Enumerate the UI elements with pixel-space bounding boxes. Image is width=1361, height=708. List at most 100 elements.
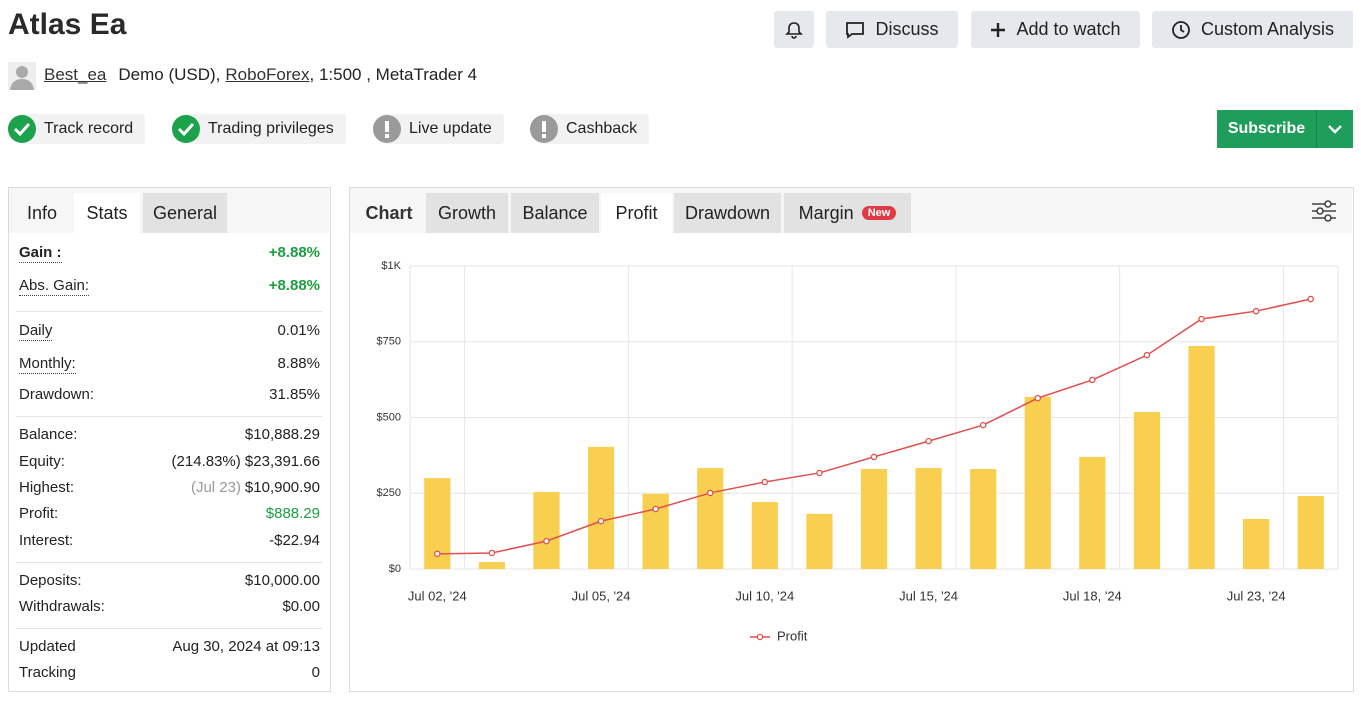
bar [1297, 495, 1324, 569]
stat-value: $10,000.00 [244, 572, 320, 589]
y-tick-label: $750 [377, 336, 401, 348]
tab[interactable]: Growth [426, 193, 508, 233]
tab-active[interactable]: Profit [601, 193, 672, 233]
y-tick-label: $1K [381, 260, 401, 272]
stat-label: Monthly: [19, 355, 76, 374]
tab[interactable]: Drawdown [674, 193, 781, 233]
y-tick-label: $0 [389, 563, 401, 575]
y-tick-label: $250 [377, 487, 401, 499]
badge-label: Trading privileges [208, 120, 334, 137]
legend-label: Profit [777, 628, 808, 643]
new-badge: New [861, 206, 897, 220]
badge: Track record [8, 114, 146, 144]
plus-icon [991, 22, 1006, 37]
user-link[interactable]: Best_ea [44, 65, 107, 84]
x-tick-label: Jul 02, '24 [408, 588, 467, 603]
tab[interactable]: Info [26, 202, 58, 223]
stat-value: (214.83%) $23,391.66 [171, 453, 320, 470]
bar [806, 513, 833, 569]
broker-link[interactable]: RoboForex [225, 65, 310, 84]
warn-icon [373, 115, 401, 143]
x-tick-label: Jul 10, '24 [735, 588, 794, 603]
chevron[interactable] [1317, 110, 1353, 148]
button-label: Add to watch [1016, 19, 1121, 39]
y-tick-label: $500 [377, 411, 401, 423]
bar [915, 468, 942, 569]
separator [16, 628, 322, 629]
stat-value: 8.88% [277, 355, 320, 372]
stat-value: 31.85% [269, 386, 320, 403]
bar [587, 446, 615, 569]
stat-value: $0.00 [282, 598, 320, 615]
stat-label: Tracking [19, 664, 76, 681]
tab-active[interactable]: Stats [74, 193, 140, 233]
point [925, 437, 932, 445]
bell-button[interactable] [774, 11, 814, 48]
bar [970, 469, 997, 569]
bell-icon [785, 21, 803, 39]
stat-value: Aug 30, 2024 at 09:13 [172, 638, 320, 655]
stat-value: $888.29 [265, 505, 320, 522]
check-icon [172, 115, 200, 143]
separator [16, 311, 322, 312]
tab[interactable]: Margin New [784, 193, 911, 233]
stat-value: $10,900.90 [244, 479, 320, 496]
stat-label: Balance: [19, 426, 78, 443]
stat-label: Abs. Gain: [19, 277, 90, 296]
x-tick-label: Jul 05, '24 [572, 588, 631, 603]
stat-label: Withdrawals: [19, 598, 105, 615]
badge-label: Live update [409, 120, 492, 137]
bar [1133, 412, 1161, 569]
point [870, 453, 878, 461]
analysis-button[interactable]: Custom Analysis [1152, 11, 1353, 48]
account-details: , 1:500 , MetaTrader 4 [309, 65, 478, 84]
settings-icon[interactable] [1311, 198, 1337, 224]
stats-panel [8, 187, 331, 692]
clock-icon [1172, 20, 1190, 39]
stat-label: Updated [19, 638, 76, 655]
stat-label: Equity: [19, 453, 65, 470]
point [1252, 307, 1260, 315]
stat-label: Highest: [19, 479, 75, 496]
x-tick-label: Jul 18, '24 [1063, 588, 1122, 603]
point [1307, 295, 1314, 303]
stat-label: Drawdown: [19, 386, 95, 403]
tab[interactable]: Balance [511, 193, 599, 233]
chat-icon [846, 21, 865, 39]
stat-label: Profit: [19, 505, 59, 522]
button-label: Custom Analysis [1200, 19, 1335, 39]
bar [1079, 456, 1106, 569]
chart: $0 $250 $500 $750 $1K Jul 02, '24 Jul 05, '24 J… [377, 260, 1339, 643]
discuss-button[interactable]: Discuss [826, 11, 958, 48]
bar [1024, 396, 1051, 569]
badge: Cashback [530, 114, 650, 144]
subscribe-button[interactable]: Subscribe [1217, 110, 1353, 148]
badge: Live update [373, 114, 504, 144]
stat-value: 0 [311, 664, 320, 681]
stat-value: +8.88% [268, 244, 320, 261]
bar [533, 492, 560, 569]
tab-label: Margin [798, 202, 854, 223]
point [1034, 394, 1042, 402]
separator [16, 416, 322, 417]
bar [1188, 345, 1215, 569]
bar [860, 469, 888, 569]
x-tick-label: Jul 15, '24 [899, 588, 958, 603]
badge: Trading privileges [172, 114, 346, 144]
stat-value: -$22.94 [269, 532, 320, 549]
point [706, 489, 714, 497]
stat-label: Gain : [19, 244, 62, 263]
button-label: Discuss [875, 19, 939, 39]
page-title: Atlas Ea [8, 8, 127, 41]
badge-label: Cashback [566, 120, 638, 137]
point [652, 505, 659, 513]
point [1143, 351, 1151, 359]
account-type: Demo (USD), [118, 65, 221, 84]
watch-button[interactable]: Add to watch [971, 11, 1140, 48]
x-tick-label: Jul 23, '24 [1227, 588, 1286, 603]
bar [697, 468, 724, 569]
stat-label: Deposits: [19, 572, 82, 589]
point [979, 421, 987, 429]
tab[interactable]: General [143, 193, 227, 233]
